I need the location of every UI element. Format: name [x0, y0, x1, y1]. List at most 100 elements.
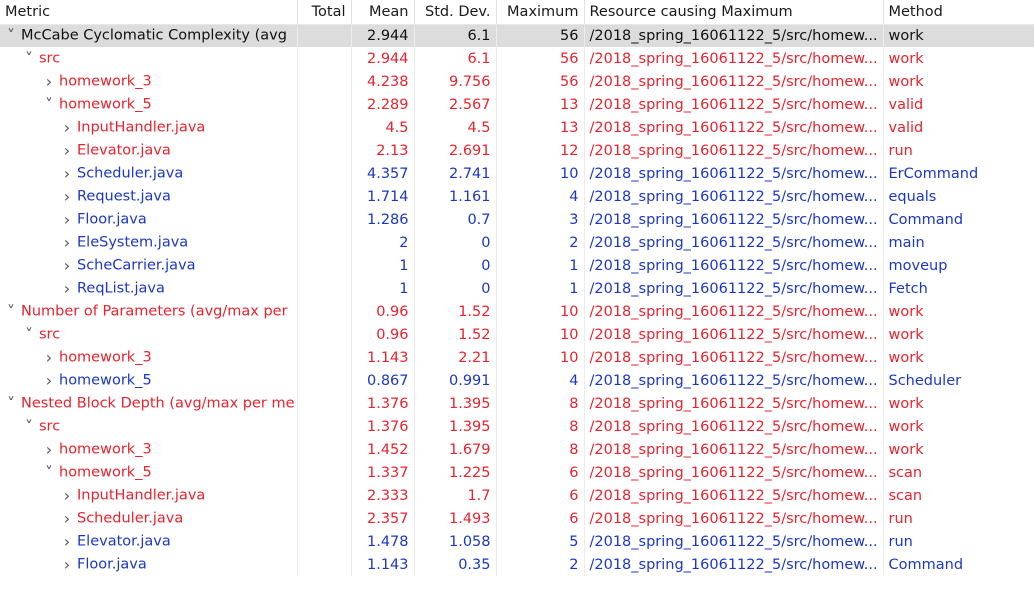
maximum-cell: 12 [496, 139, 585, 162]
column-header-total[interactable]: Total [297, 0, 352, 25]
metric-label: EleSystem.java [77, 234, 189, 251]
resource-cell: /2018_spring_16061122_5/src/homew... [584, 139, 884, 162]
chevron-right-icon[interactable]: › [63, 118, 71, 137]
metric-label: InputHandler.java [77, 119, 206, 136]
metric-label: Number of Parameters (avg/max per [21, 303, 288, 320]
chevron-down-icon[interactable]: ˅ [7, 26, 15, 46]
tree-row[interactable]: › Scheduler.java 2.357 1.493 6/2018_spring_1… [0, 507, 1034, 530]
chevron-right-icon[interactable]: › [45, 72, 53, 91]
resource-cell: /2018_spring_16061122_5/src/homew... [584, 93, 884, 116]
std-dev-cell: 4.5 [414, 116, 497, 139]
tree-row[interactable]: › Elevator.java 2.13 2.691 12/2018_spring_16… [0, 139, 1034, 162]
chevron-right-icon[interactable]: › [63, 555, 71, 574]
maximum-cell: 8 [496, 438, 585, 461]
tree-row[interactable]: ˅ homework_5 1.337 1.225 6/2018_spring_16061… [0, 461, 1034, 484]
tree-row[interactable]: › homework_3 1.143 2.21 10/2018_spring_16061… [0, 346, 1034, 369]
chevron-right-icon[interactable]: › [63, 509, 71, 528]
chevron-right-icon[interactable]: › [63, 210, 71, 229]
mean-cell: 1.143 [351, 346, 415, 369]
column-header-metric[interactable]: Metric [0, 0, 298, 25]
tree-row[interactable]: ˅ McCabe Cyclomatic Complexity (avg 2.944 6… [0, 24, 1034, 47]
chevron-right-icon[interactable]: › [63, 486, 71, 505]
maximum-cell: 4 [496, 185, 585, 208]
tree-row[interactable]: ˅ homework_5 2.289 2.567 13/2018_spring_1606… [0, 93, 1034, 116]
maximum-cell: 56 [496, 70, 585, 93]
chevron-down-icon[interactable]: ˅ [25, 325, 33, 344]
std-dev-cell: 6.1 [414, 24, 497, 47]
method-cell: ErCommand [883, 162, 1034, 185]
mean-cell: 1 [351, 254, 415, 277]
chevron-right-icon[interactable]: › [63, 279, 71, 298]
chevron-right-icon[interactable]: › [63, 187, 71, 206]
std-dev-cell: 0 [414, 254, 497, 277]
tree-row[interactable]: › ReqList.java 1 0 1/2018_spring_16061122_5/… [0, 277, 1034, 300]
metric-label: src [39, 418, 61, 435]
tree-row[interactable]: › Scheduler.java 4.357 2.741 10/2018_spring_… [0, 162, 1034, 185]
resource-cell: /2018_spring_16061122_5/src/homew... [584, 277, 884, 300]
chevron-right-icon[interactable]: › [63, 141, 71, 160]
column-header-std-dev[interactable]: Std. Dev. [414, 0, 497, 25]
tree-row[interactable]: › Floor.java 1.286 0.7 3/2018_spring_1606112… [0, 208, 1034, 231]
mean-cell: 2.357 [351, 507, 415, 530]
chevron-down-icon[interactable]: ˅ [45, 95, 53, 114]
tree-row[interactable]: › homework_3 4.238 9.756 56/2018_spring_1606… [0, 70, 1034, 93]
chevron-down-icon[interactable]: ˅ [7, 302, 15, 321]
method-cell: work [883, 70, 1034, 93]
tree-row[interactable]: › Floor.java 1.143 0.35 2/2018_spring_160611… [0, 553, 1034, 576]
chevron-right-icon[interactable]: › [45, 440, 53, 459]
tree-row[interactable]: › InputHandler.java 2.333 1.7 6/2018_spring_… [0, 484, 1034, 507]
chevron-right-icon[interactable]: › [63, 164, 71, 183]
total-cell [297, 116, 352, 139]
mean-cell: 4.5 [351, 116, 415, 139]
std-dev-cell: 1.225 [414, 461, 497, 484]
method-cell: run [883, 507, 1034, 530]
maximum-cell: 6 [496, 484, 585, 507]
metric-label: Scheduler.java [77, 510, 184, 527]
total-cell [297, 254, 352, 277]
metric-cell: › InputHandler.java [0, 484, 298, 507]
tree-row[interactable]: ˅ src 2.944 6.1 56/2018_spring_16061122_5/sr… [0, 47, 1034, 70]
tree-row[interactable]: › Request.java 1.714 1.161 4/2018_spring_160… [0, 185, 1034, 208]
mean-cell: 2.13 [351, 139, 415, 162]
chevron-down-icon[interactable]: ˅ [25, 49, 33, 68]
std-dev-cell: 1.7 [414, 484, 497, 507]
tree-row[interactable]: ˅ src 0.96 1.52 10/2018_spring_16061122_5/sr… [0, 323, 1034, 346]
metric-cell: ˅ src [0, 47, 298, 70]
maximum-cell: 3 [496, 208, 585, 231]
chevron-down-icon[interactable]: ˅ [25, 417, 33, 436]
tree-row[interactable]: ˅ Number of Parameters (avg/max per 0.96 1.… [0, 300, 1034, 323]
column-header-mean[interactable]: Mean [351, 0, 415, 25]
tree-row[interactable]: › homework_3 1.452 1.679 8/2018_spring_16061… [0, 438, 1034, 461]
metric-cell: ˅ McCabe Cyclomatic Complexity (avg [0, 24, 298, 47]
chevron-right-icon[interactable]: › [45, 371, 53, 390]
mean-cell: 2.289 [351, 93, 415, 116]
method-cell: Fetch [883, 277, 1034, 300]
chevron-right-icon[interactable]: › [45, 348, 53, 367]
maximum-cell: 13 [496, 116, 585, 139]
metric-label: ScheCarrier.java [77, 257, 196, 274]
std-dev-cell: 1.395 [414, 415, 497, 438]
metric-cell: ˅ src [0, 415, 298, 438]
tree-row[interactable]: › homework_5 0.867 0.991 4/2018_spring_16061… [0, 369, 1034, 392]
chevron-down-icon[interactable]: ˅ [7, 394, 15, 413]
tree-row[interactable]: ˅ src 1.376 1.395 8/2018_spring_16061122_5/s… [0, 415, 1034, 438]
column-header-method[interactable]: Method [883, 0, 1034, 25]
column-header-resource[interactable]: Resource causing Maximum [584, 0, 884, 25]
chevron-down-icon[interactable]: ˅ [45, 463, 53, 482]
chevron-right-icon[interactable]: › [63, 532, 71, 551]
resource-cell: /2018_spring_16061122_5/src/homew... [584, 185, 884, 208]
tree-row[interactable]: › ScheCarrier.java 1 0 1/2018_spring_1606112… [0, 254, 1034, 277]
std-dev-cell: 1.058 [414, 530, 497, 553]
tree-row[interactable]: › Elevator.java 1.478 1.058 5/2018_spring_16… [0, 530, 1034, 553]
resource-cell: /2018_spring_16061122_5/src/homew... [584, 323, 884, 346]
tree-row[interactable]: ˅ Nested Block Depth (avg/max per me 1.376… [0, 392, 1034, 415]
tree-row[interactable]: › InputHandler.java 4.5 4.5 13/2018_spring_1… [0, 116, 1034, 139]
resource-cell: /2018_spring_16061122_5/src/homew... [584, 300, 884, 323]
chevron-right-icon[interactable]: › [63, 256, 71, 275]
metric-label: Elevator.java [77, 142, 171, 159]
tree-row[interactable]: › EleSystem.java 2 0 2/2018_spring_16061122_… [0, 231, 1034, 254]
chevron-right-icon[interactable]: › [63, 233, 71, 252]
column-header-maximum[interactable]: Maximum [496, 0, 585, 25]
method-cell: work [883, 323, 1034, 346]
